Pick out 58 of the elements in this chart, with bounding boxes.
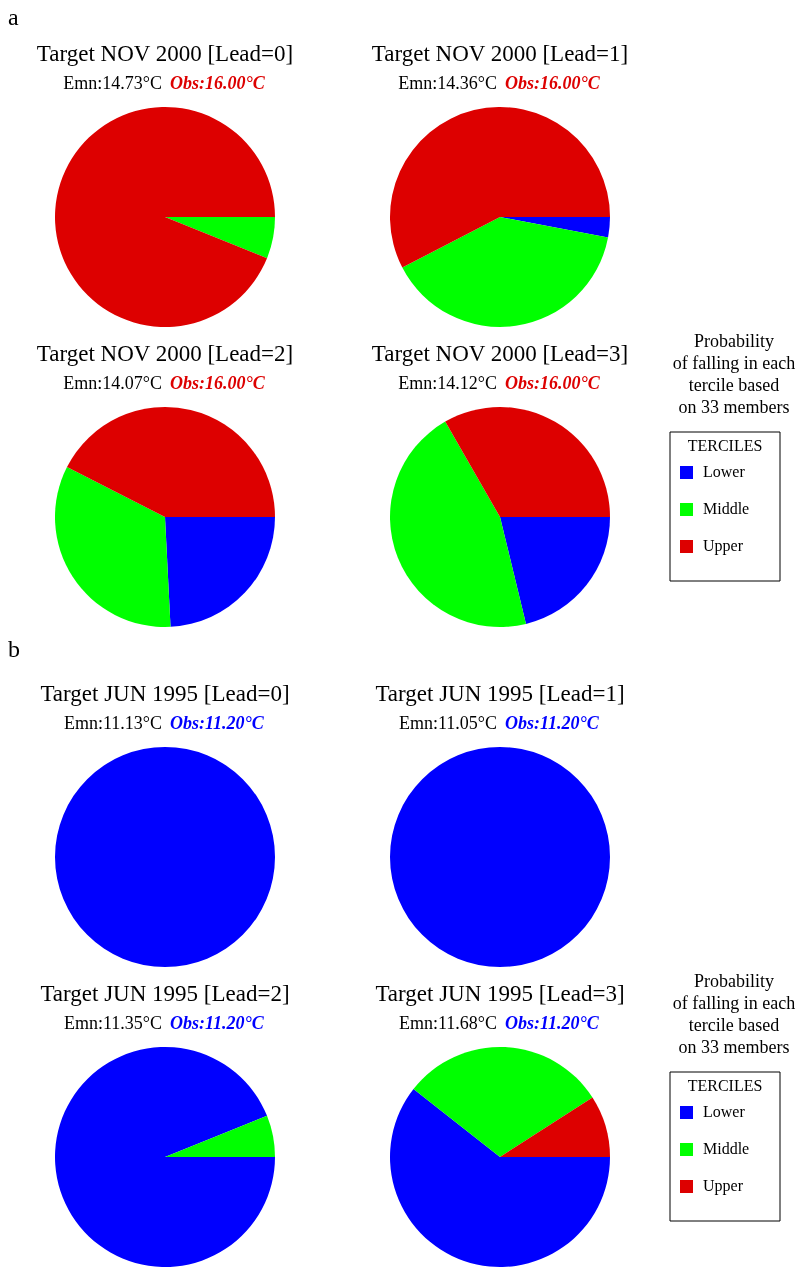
- text: on 33 members: [678, 397, 790, 417]
- pie-slice: [165, 1115, 275, 1157]
- text: Emn:14.07°C: [63, 373, 162, 393]
- pie-slice: [500, 517, 610, 624]
- legend-label: Upper: [703, 537, 744, 555]
- pie-slice: [55, 107, 275, 327]
- legend-title: TERCILES: [687, 437, 763, 454]
- pie-slice: [413, 1047, 593, 1157]
- text: of falling in each: [672, 353, 796, 373]
- text: Obs:11.20°C: [170, 713, 264, 733]
- chart-title: Target JUN 1995 [Lead=1]: [375, 681, 625, 706]
- text: Emn:14.12°C: [398, 373, 497, 393]
- text: Probability: [694, 331, 774, 351]
- pie-slice: [500, 217, 610, 238]
- text: Obs:11.20°C: [505, 713, 599, 733]
- pie-slice: [55, 467, 171, 627]
- text: Obs:16.00°C: [505, 73, 600, 93]
- legend-label: Lower: [703, 463, 746, 480]
- chart-title: Target NOV 2000 [Lead=2]: [36, 341, 294, 366]
- text: Probability: [694, 971, 774, 991]
- legend-label: Middle: [703, 1140, 750, 1157]
- text: on 33 members: [678, 1037, 790, 1057]
- pie-slice: [165, 517, 275, 627]
- pie-slice: [165, 217, 275, 259]
- pie-slice: [390, 107, 610, 268]
- pie-slice: [390, 421, 527, 627]
- pie-slice: [390, 1089, 610, 1267]
- text: Emn:11.35°C: [63, 1013, 162, 1033]
- text: Emn:14.36°C: [398, 73, 497, 93]
- legend-title: TERCILES: [687, 1077, 763, 1094]
- pie-slice: [66, 407, 275, 517]
- text: Emn:14.73°C: [63, 73, 162, 93]
- text: a: [8, 4, 19, 30]
- text: Emn:11.68°C: [398, 1013, 497, 1033]
- pie-slice: [402, 217, 609, 327]
- pie-slice: [445, 407, 610, 517]
- text: Emn:11.13°C: [63, 713, 162, 733]
- legend-label: Upper: [703, 1177, 744, 1195]
- text: tercile based: [688, 375, 780, 395]
- chart-title: Target NOV 2000 [Lead=1]: [371, 41, 629, 66]
- chart-title: Target JUN 1995 [Lead=2]: [40, 981, 290, 1006]
- chart-title: Target JUN 1995 [Lead=0]: [40, 681, 290, 706]
- chart-title: Target NOV 2000 [Lead=0]: [36, 41, 294, 66]
- pie-slice: [55, 1047, 275, 1267]
- text: Emn:11.05°C: [398, 713, 497, 733]
- text: b: [8, 636, 20, 662]
- pie-slice: [500, 1097, 610, 1157]
- text: tercile based: [688, 1015, 780, 1035]
- text: Obs:16.00°C: [170, 73, 265, 93]
- chart-title: Target JUN 1995 [Lead=3]: [375, 981, 625, 1006]
- text: Obs:11.20°C: [505, 1013, 599, 1033]
- legend-label: Middle: [703, 500, 750, 517]
- legend-label: Lower: [703, 1103, 746, 1120]
- text: Obs:16.00°C: [170, 373, 265, 393]
- text: of falling in each: [672, 993, 796, 1013]
- text: Obs:11.20°C: [170, 1013, 264, 1033]
- chart-title: Target NOV 2000 [Lead=3]: [371, 341, 629, 366]
- text: Obs:16.00°C: [505, 373, 600, 393]
